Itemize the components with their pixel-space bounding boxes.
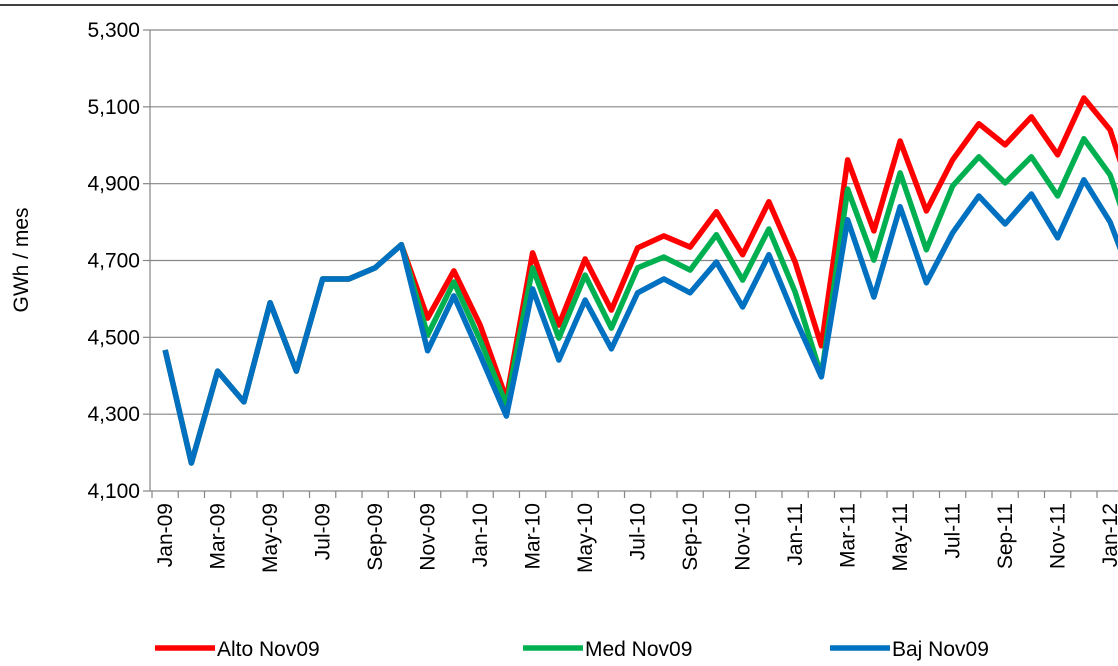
series-line: [162, 177, 1118, 466]
x-tick-label: Mar-11: [837, 503, 860, 568]
x-tick-label: Jan-09: [154, 503, 177, 567]
x-tick-label: Sep-10: [679, 503, 702, 571]
series-line: [162, 95, 1118, 466]
y-tick-label: 4,700: [87, 250, 140, 273]
y-tick-label: 5,300: [87, 19, 140, 42]
x-tick-label: Nov-11: [1047, 503, 1070, 569]
x-tick-label: May-11: [889, 503, 912, 571]
legend-label: Med Nov09: [585, 638, 692, 661]
plot-lines: [162, 95, 1118, 466]
y-tick-label: 5,100: [87, 96, 140, 119]
x-tick-label: Jul-09: [312, 503, 335, 560]
y-tick-label: 4,500: [87, 326, 140, 349]
x-tick-label: Mar-10: [522, 503, 545, 570]
x-tick-label: Sep-09: [364, 503, 387, 571]
legend-label: Baj Nov09: [892, 638, 989, 661]
x-tick-label: Sep-11: [994, 503, 1017, 569]
x-tick-label: Jan-11: [784, 503, 807, 566]
y-tick-label: 4,100: [87, 480, 140, 503]
legend-label: Alto Nov09: [217, 638, 320, 661]
y-tick-label: 4,900: [87, 173, 140, 196]
x-tick-label: Mar-09: [207, 503, 230, 570]
x-tick-label: Jan-12: [1099, 503, 1118, 567]
x-tick-label: Nov-10: [732, 503, 755, 571]
x-tick-label: May-10: [574, 503, 597, 573]
x-tick-label: Jan-10: [469, 503, 492, 567]
y-tick-label: 4,300: [87, 403, 140, 426]
y-axis-label: GWh / mes: [10, 207, 33, 312]
x-tick-label: Nov-09: [417, 503, 440, 571]
x-tick-label: Jul-11: [942, 503, 965, 559]
x-tick-label: Jul-10: [627, 503, 650, 560]
x-tick-label: May-09: [259, 503, 282, 573]
